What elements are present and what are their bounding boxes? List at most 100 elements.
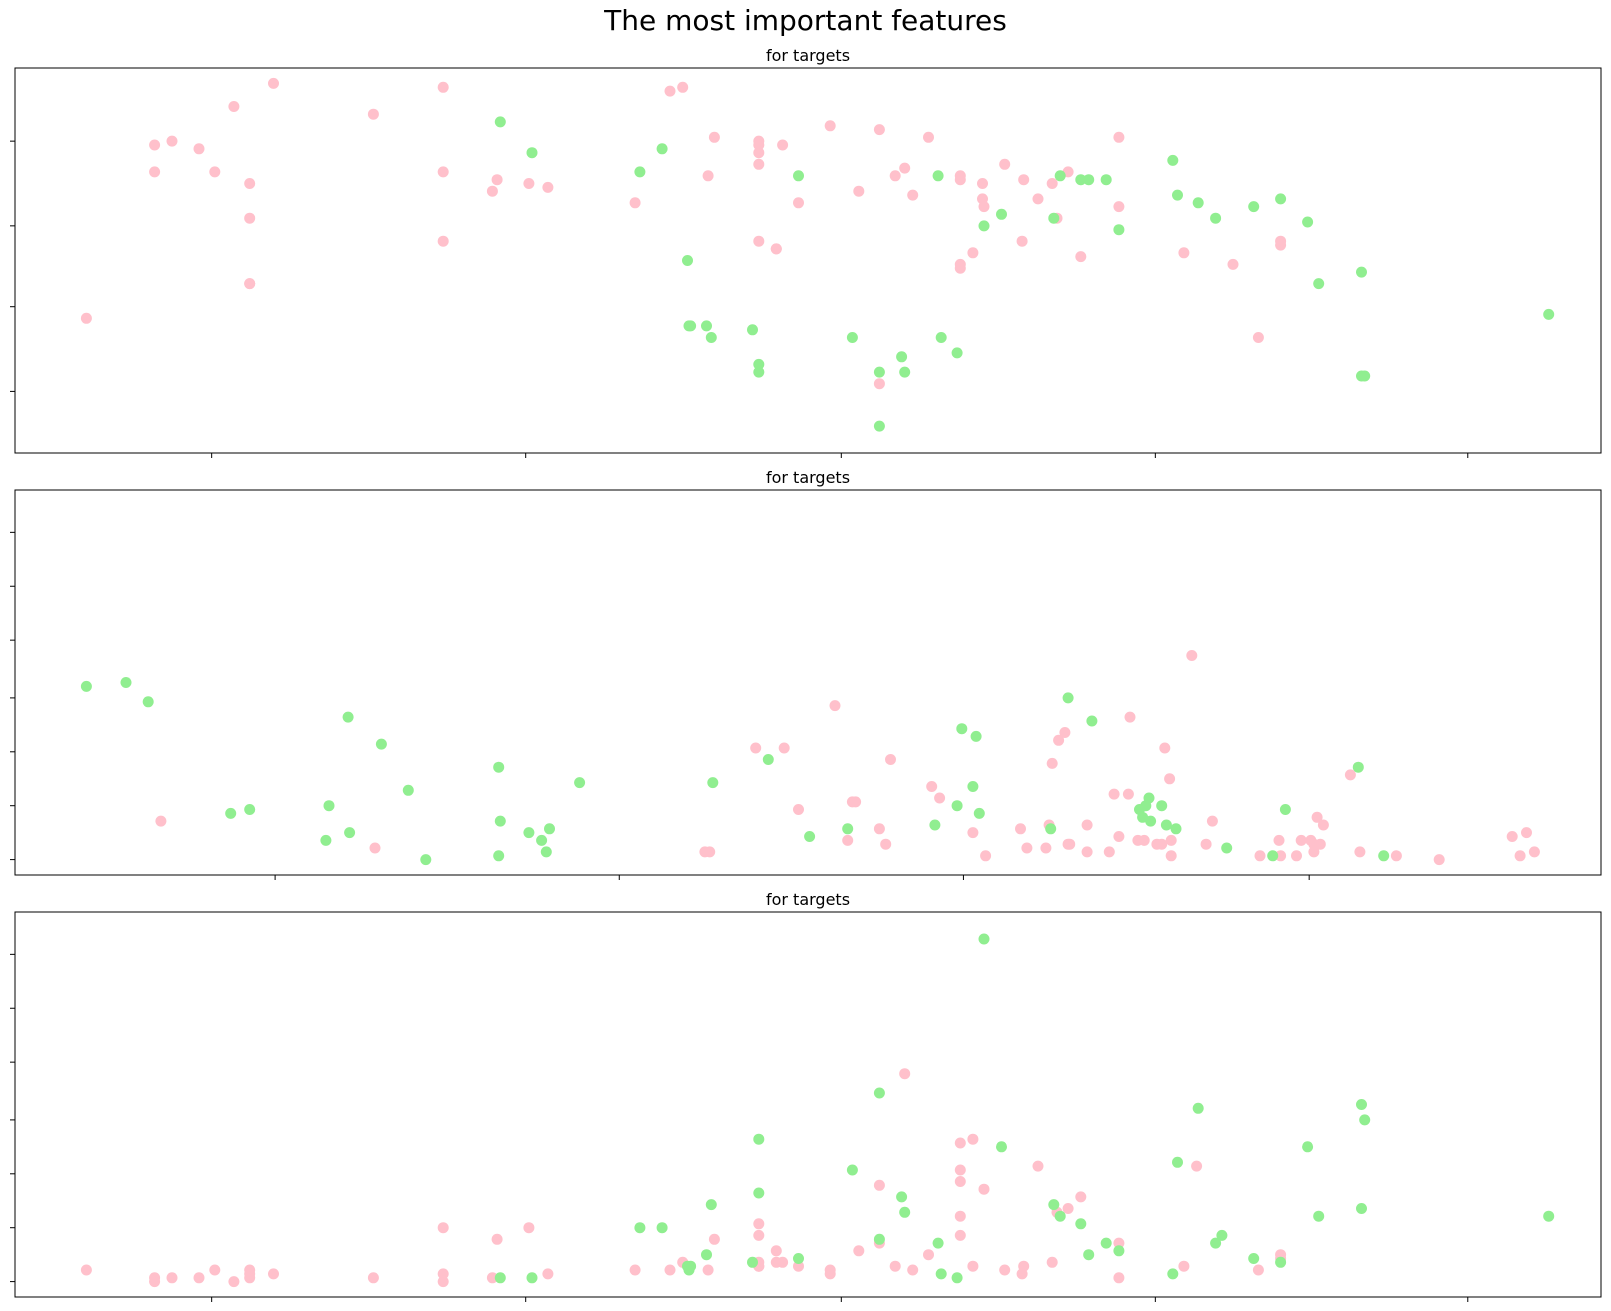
panel-3-pink-point-46 <box>954 1210 966 1222</box>
panel-2-green-point-43 <box>1267 850 1279 862</box>
panel-3-green-point-8 <box>701 1249 712 1261</box>
panel-1-pink-point-15 <box>437 166 449 178</box>
panel-2-green-point-10 <box>375 738 387 750</box>
panel-1-pink-point-37 <box>873 124 885 136</box>
panel-2-pink-point-47 <box>1273 834 1285 846</box>
panel-3-pink-point-54 <box>1032 1160 1044 1172</box>
panel-1-pink-point-13 <box>367 108 379 120</box>
panel-3-green-point-9 <box>705 1199 717 1211</box>
panel-3-green-point-19 <box>932 1237 944 1249</box>
panel-2-pink-point-14 <box>885 754 896 765</box>
panel-1-pink-point-47 <box>967 247 979 259</box>
panel-1-pink-point-50 <box>978 201 990 213</box>
panel-1-pink-point-19 <box>523 178 535 189</box>
panel-3-pink-point-17 <box>491 1233 503 1245</box>
panel-2-green-point-7 <box>323 800 335 812</box>
panel-2-pink-point-50 <box>1295 834 1307 846</box>
panel-2-pink-point-25 <box>1059 727 1071 738</box>
panel-3-pink-point-14 <box>437 1276 449 1288</box>
panel-3-green-point-18 <box>899 1206 911 1218</box>
panel-2-pink-point-41 <box>1165 834 1177 846</box>
panel-3-pink-point-39 <box>889 1260 901 1272</box>
panel-2-green-point-33 <box>1086 715 1098 727</box>
panel-3-green-point-33 <box>1210 1237 1222 1249</box>
panel-1-pink-point-2 <box>149 166 161 178</box>
panel-2-green-point-15 <box>494 815 506 827</box>
panel-1-green-point-41 <box>1543 308 1555 320</box>
panel-2-frame <box>14 489 1602 876</box>
panel-3-pink-point-33 <box>793 1260 804 1272</box>
panel-3-pink-point-1 <box>80 1264 92 1276</box>
panel-1-green-point-34 <box>1248 201 1260 213</box>
panel-2-green-point-25 <box>929 819 941 831</box>
panel-2-green-point-41 <box>1170 823 1182 835</box>
panel-1-pink-point-61 <box>1178 247 1190 259</box>
panel-2-pink-point-31 <box>1108 788 1120 800</box>
panel-1-green-point-12 <box>753 366 765 378</box>
panel-3-pink-point-65 <box>1275 1249 1287 1261</box>
panel-3-pink-point-21 <box>664 1264 676 1276</box>
panel-3-green-point-4 <box>656 1222 668 1234</box>
panel-1-green-point-10 <box>747 324 758 336</box>
panel-3-green-point-2 <box>526 1272 538 1284</box>
panel-2-pink-point-57 <box>1344 769 1356 781</box>
panel-1-pink-point-27 <box>753 139 765 151</box>
panel-1-pink-point-59 <box>1113 201 1125 213</box>
panel-3-green-point-17 <box>896 1191 908 1203</box>
panel-3-green-point-14 <box>846 1164 858 1176</box>
panel-2-green-point-30 <box>973 807 985 819</box>
panel-3-green-point-42 <box>1543 1210 1555 1222</box>
panel-2-pink-point-61 <box>1506 831 1518 842</box>
panel-2-pink-point-49 <box>1291 850 1302 862</box>
panel-1-green-point-2 <box>526 147 538 159</box>
panel-2-pink-point-44 <box>1200 838 1212 850</box>
panel-2-green-point-18 <box>540 846 552 858</box>
panel-2-pink-point-36 <box>1138 834 1150 846</box>
panel-1-green-point-35 <box>1275 193 1287 205</box>
panel-1-green-point-7 <box>685 320 697 332</box>
panel-1-pink-point-52 <box>1016 235 1028 247</box>
panel-1-pink-point-32 <box>770 243 782 255</box>
panel-1-green-point-18 <box>899 366 911 378</box>
panel-3-pink-point-44 <box>954 1164 966 1176</box>
panel-2-pink-point-27 <box>1064 838 1076 850</box>
panel-1-pink-point-35 <box>824 120 836 132</box>
panel-3-green-point-7 <box>685 1260 697 1272</box>
panel-3-green-point-31 <box>1172 1156 1183 1168</box>
panel-1-pink-point-1 <box>80 312 92 324</box>
panel-3-pink-point-10 <box>244 1272 256 1284</box>
panel-2-pink-point-60 <box>1433 854 1445 866</box>
panel-2-green-point-46 <box>1378 850 1390 862</box>
panel-1-pink-point-33 <box>777 139 789 151</box>
panel-2-green-point-20 <box>574 777 586 789</box>
panel-1-pink-point-40 <box>899 162 911 174</box>
panel-1-green-point-23 <box>996 208 1007 220</box>
panel-1-pink-point-6 <box>209 166 221 178</box>
panel-3-green-point-20 <box>935 1268 947 1280</box>
panel-3-green-point-3 <box>634 1222 646 1234</box>
panel-3-green-point-25 <box>1054 1210 1066 1222</box>
panel-3-green-point-11 <box>753 1187 765 1199</box>
panel-1-pink-point-48 <box>977 178 988 189</box>
panel-2-pink-point-16 <box>934 792 946 804</box>
panel-1-green-point-4 <box>656 143 668 155</box>
panel-1-green-point-5 <box>682 255 693 266</box>
panel-2-green-point-17 <box>536 834 548 846</box>
panel-3-pink-point-25 <box>753 1218 765 1230</box>
panel-3-pink-point-18 <box>523 1222 535 1234</box>
panel-1-pink-point-30 <box>753 235 765 247</box>
panel-1-green-point-9 <box>705 332 717 343</box>
panel-1-pink-point-5 <box>193 143 205 155</box>
panel-3-green-point-26 <box>1075 1218 1087 1230</box>
panel-2-green-point-5 <box>244 804 256 815</box>
panel-2-green-point-14 <box>493 850 505 862</box>
panel-1-green-point-37 <box>1313 278 1325 290</box>
panel-2-green-point-23 <box>804 831 816 842</box>
panel-2-pink-point-45 <box>1206 815 1218 827</box>
panel-1-pink-point-7 <box>228 101 240 112</box>
panel-1-green-point-22 <box>978 220 990 232</box>
panel-2-pink-point-34 <box>1124 711 1136 723</box>
panel-2-green-point-28 <box>967 781 979 792</box>
panel-2-green-point-1 <box>80 680 92 692</box>
